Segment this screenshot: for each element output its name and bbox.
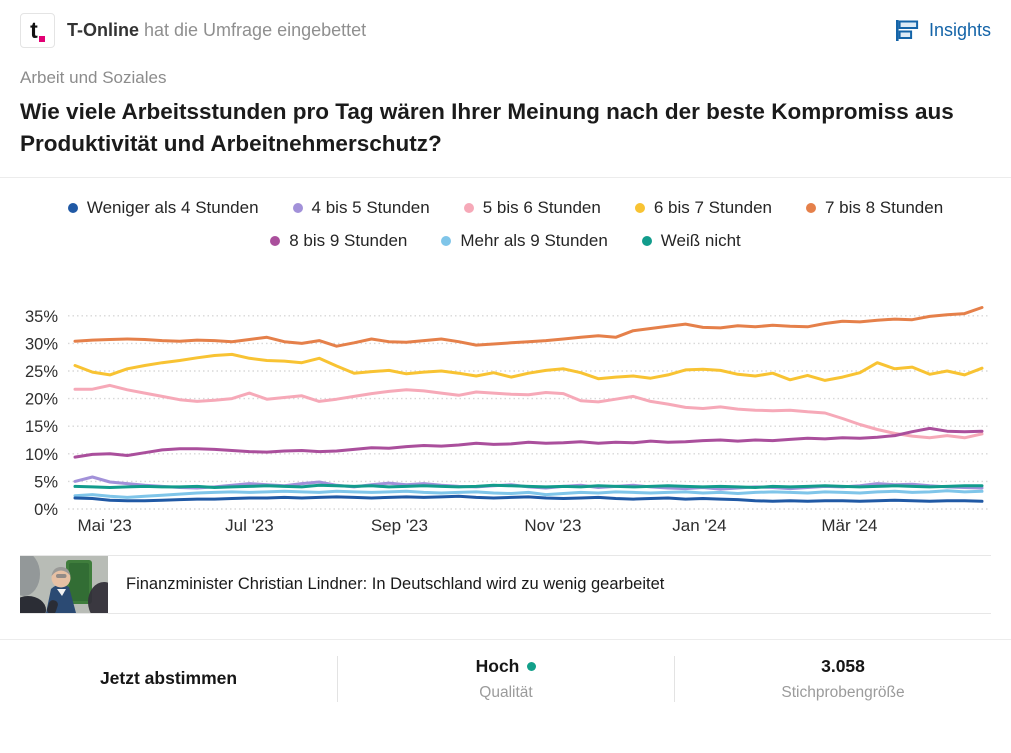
sample-size-label: Stichprobengröße <box>781 683 905 701</box>
legend-dot <box>67 202 78 213</box>
t-online-logo-letter: t <box>30 17 38 43</box>
chart-legend: Weniger als 4 Stunden 4 bis 5 Stunden 5 bi… <box>26 198 986 251</box>
quality-status-dot <box>527 661 537 671</box>
y-axis-tick-label: 30% <box>25 335 58 353</box>
legend-label: Mehr als 9 Stunden <box>460 230 608 250</box>
y-axis-tick-label: 20% <box>25 390 58 408</box>
insights-link[interactable]: Insights <box>895 19 991 42</box>
sample-size-value: 3.058 <box>821 655 865 676</box>
legend-label: 7 bis 8 Stunden <box>825 197 944 217</box>
sample-size-cell: 3.058 Stichprobengröße <box>674 655 1011 702</box>
y-axis-tick-label: 15% <box>25 418 58 436</box>
x-axis-tick-label: Mai '23 <box>78 516 132 535</box>
legend-label: 8 bis 9 Stunden <box>289 230 408 250</box>
related-news-item[interactable]: Finanzminister Christian Lindner: In Deu… <box>20 554 991 614</box>
legend-item-2[interactable]: 4 bis 5 Stunden <box>292 197 430 218</box>
divider-question <box>0 176 1011 178</box>
legend-item-4[interactable]: 6 bis 7 Stunden <box>634 197 772 218</box>
vote-button[interactable]: Jetzt abstimmen <box>0 656 337 702</box>
series-line-6 <box>73 426 984 459</box>
legend-dot <box>641 235 652 246</box>
poll-question: Wie viele Arbeitsstunden pro Tag wären I… <box>20 99 954 156</box>
t-online-logo-dot <box>38 36 45 42</box>
quality-cell: Hoch Qualität <box>337 655 674 702</box>
y-axis-tick-label: 25% <box>25 363 58 381</box>
y-axis-tick-label: 35% <box>25 308 58 326</box>
legend-item-1[interactable]: Weniger als 4 Stunden <box>67 197 259 218</box>
legend-item-8[interactable]: Weiß nicht <box>641 230 741 251</box>
legend-item-6[interactable]: 8 bis 9 Stunden <box>270 231 407 251</box>
legend-dot <box>270 235 281 246</box>
legend-item-3[interactable]: 5 bis 6 Stunden <box>463 197 601 218</box>
legend-label: Weiß nicht <box>660 230 741 250</box>
series-line-8 <box>73 483 984 489</box>
embed-note: hat die Umfrage eingebettet <box>144 20 367 40</box>
legend-item-7[interactable]: Mehr als 9 Stunden <box>441 230 608 251</box>
legend-label: 4 bis 5 Stunden <box>311 197 430 217</box>
legend-dot <box>292 202 303 213</box>
legend-dot <box>634 202 645 213</box>
legend-dot <box>441 235 452 246</box>
category-label: Arbeit und Soziales <box>20 68 167 87</box>
x-axis-tick-label: Jul '23 <box>225 516 274 535</box>
news-headline: Finanzminister Christian Lindner: In Deu… <box>126 574 665 593</box>
quality-value: Hoch <box>475 655 520 676</box>
legend-label: 5 bis 6 Stunden <box>482 197 601 217</box>
legend-dot <box>463 202 474 213</box>
x-axis-tick-label: Jan '24 <box>672 516 726 535</box>
publisher-name: T-Online <box>67 20 139 40</box>
t-online-logo: t <box>20 13 55 48</box>
time-series-chart: 0% 5% 10% 15% 20% 25% 30% 35% Mai '23 Jul '23 Sep … <box>20 275 991 542</box>
legend-label: Weniger als 4 Stunden <box>86 197 259 217</box>
insights-label: Insights <box>928 20 991 40</box>
legend-item-5[interactable]: 7 bis 8 Stunden <box>806 198 943 218</box>
line-chart-canvas: 0% 5% 10% 15% 20% 25% 30% 35% Mai '23 Jul '23 Sep … <box>25 305 988 535</box>
series-line-7 <box>73 489 984 499</box>
series-line-1 <box>73 494 984 503</box>
x-axis-tick-label: Sep '23 <box>371 516 428 535</box>
divider-footer <box>0 638 1011 640</box>
y-axis-tick-label: 5% <box>34 473 58 491</box>
footer: Jetzt abstimmen Hoch Qualität 3.058 Stic… <box>0 640 1011 722</box>
y-axis-tick-label: 0% <box>34 501 58 519</box>
insights-bar-chart-icon <box>895 20 919 41</box>
y-axis-tick-label: 10% <box>25 446 58 464</box>
legend-dot <box>806 202 816 213</box>
x-axis-tick-label: Mär '24 <box>821 516 877 535</box>
news-thumbnail-image <box>20 555 108 613</box>
embed-attribution: T-Online hat die Umfrage eingebettet <box>67 20 366 41</box>
quality-label: Qualität <box>479 683 533 701</box>
series-line-3 <box>73 383 984 440</box>
x-axis-tick-label: Nov '23 <box>524 516 581 535</box>
series-line-5 <box>73 305 984 348</box>
series-line-4 <box>73 352 984 382</box>
vote-button-label: Jetzt abstimmen <box>99 668 238 689</box>
legend-label: 6 bis 7 Stunden <box>653 197 772 217</box>
header: t T-Online hat die Umfrage eingebettet I… <box>0 0 1011 54</box>
